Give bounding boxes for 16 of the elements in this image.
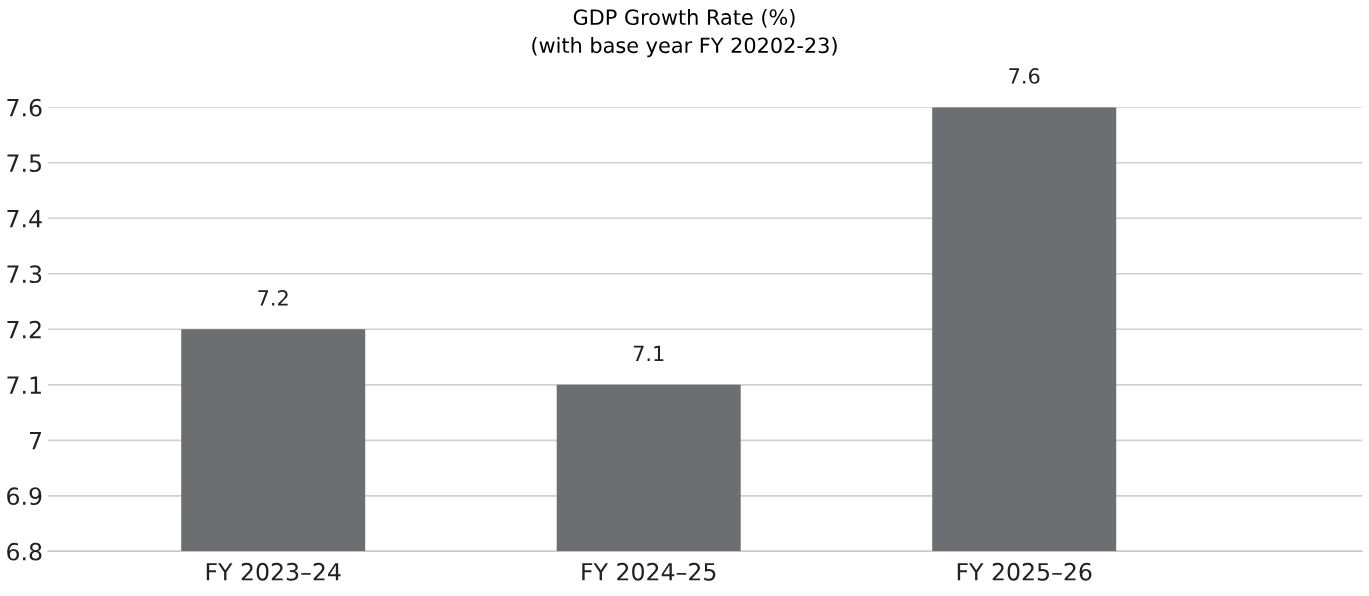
y-tick-label: 7.2 — [7, 320, 41, 339]
y-tick-label: 7.5 — [7, 154, 41, 173]
data-label: 7.1 — [633, 345, 664, 362]
y-tick-label: 7 — [29, 432, 42, 450]
y-tick-label: 7.3 — [7, 265, 42, 284]
x-tick-label: FY 2025–26 — [957, 562, 1092, 581]
y-tick-label: 7.6 — [7, 98, 42, 117]
y-tick-label: 7.4 — [7, 210, 42, 228]
data-label: 7.6 — [1009, 68, 1040, 84]
x-tick-label: FY 2023–24 — [206, 562, 341, 581]
y-tick-label: 6.9 — [7, 487, 42, 506]
x-tick-label: FY 2024–25 — [582, 562, 716, 581]
data-label: 7.2 — [258, 290, 288, 306]
y-tick-label: 6.8 — [7, 542, 42, 561]
y-tick-label: 7.1 — [7, 376, 41, 394]
chart-title: GDP Growth Rate (%) (with base year FY 20202-23) — [532, 8, 837, 58]
